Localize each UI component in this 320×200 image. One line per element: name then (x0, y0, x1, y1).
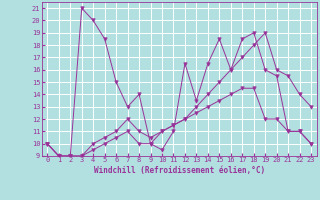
X-axis label: Windchill (Refroidissement éolien,°C): Windchill (Refroidissement éolien,°C) (94, 166, 265, 175)
